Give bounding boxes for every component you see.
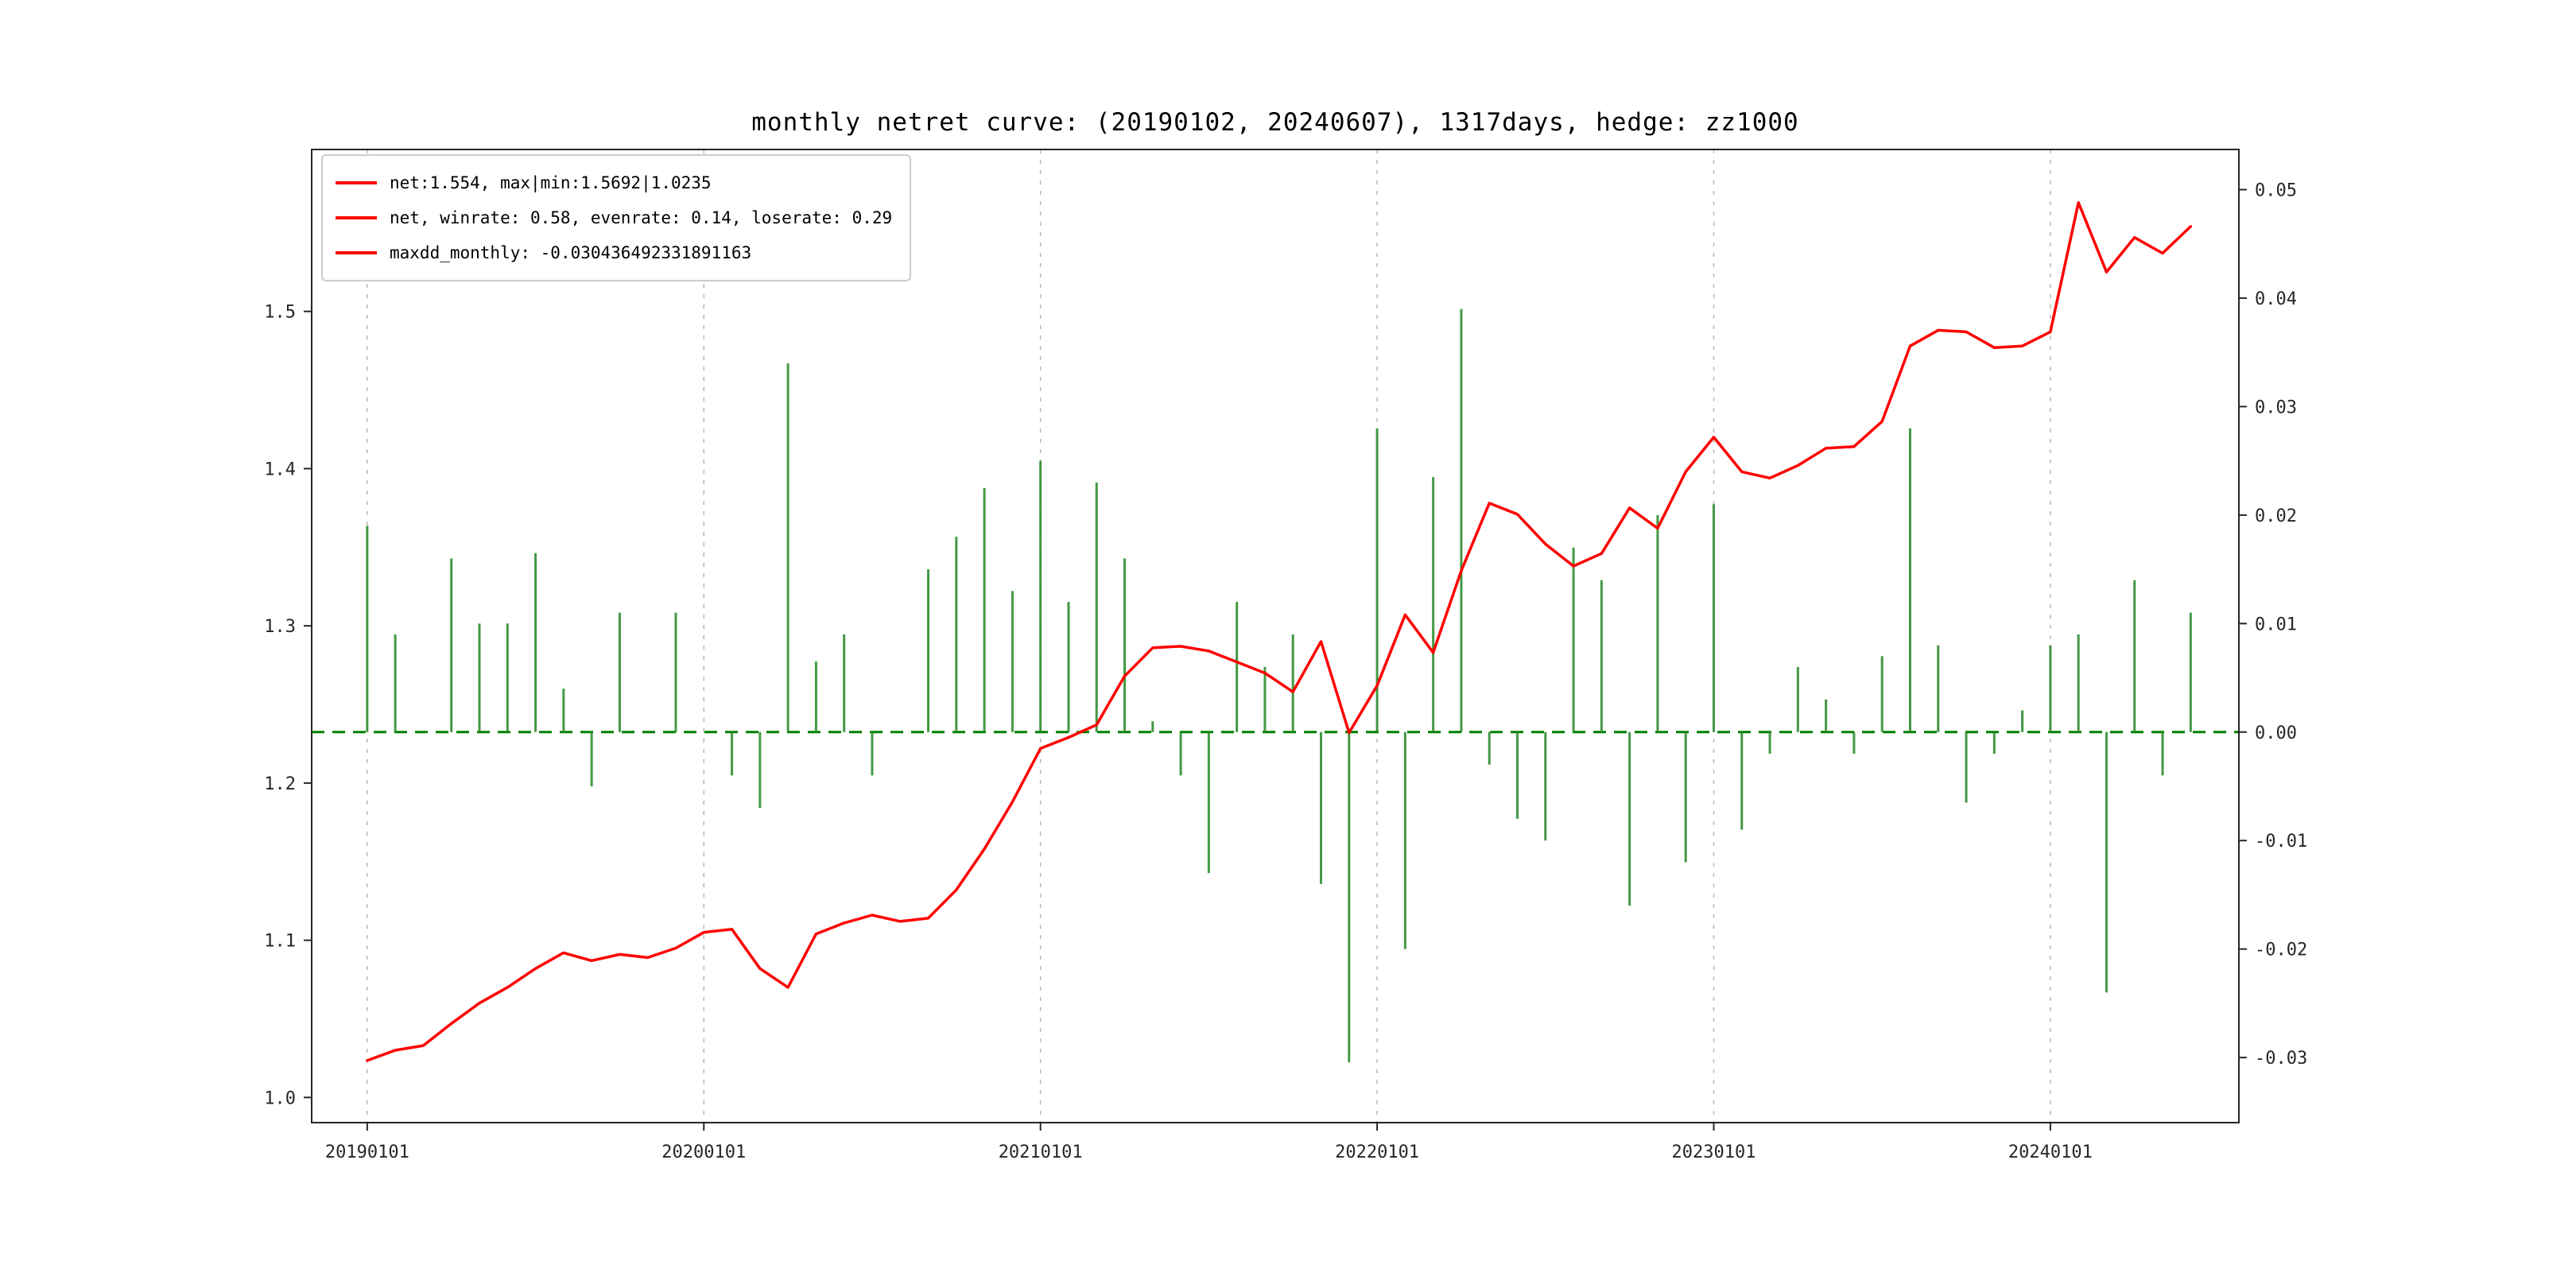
right-tick-label: 0.02: [2255, 506, 2297, 526]
x-tick-label: 20210101: [999, 1143, 1083, 1162]
right-tick-labels: -0.03 -0.02 -0.01 0.00 0.01 0.02 0.03 0.04 0.05: [2239, 180, 2307, 1069]
x-tick-label: 20220101: [1335, 1143, 1419, 1162]
left-tick-label: 1.1: [264, 932, 296, 952]
right-tick-label: -0.03: [2255, 1049, 2307, 1069]
x-tick-label: 20200101: [661, 1143, 746, 1162]
left-tick-label: 1.0: [264, 1088, 296, 1108]
legend-label-winrate: net, winrate: 0.58, evenrate: 0.14, lose…: [390, 208, 893, 227]
right-tick-label: 0.04: [2255, 289, 2297, 309]
net-line-swatch: [336, 181, 377, 184]
winrate-line-swatch: [336, 216, 377, 219]
left-tick-label: 1.2: [264, 774, 296, 794]
net-line: [366, 201, 2193, 1062]
legend: net:1.554, max|min:1.5692|1.0235 net, wi…: [321, 154, 912, 281]
left-tick-label: 1.4: [264, 460, 296, 479]
x-tick-label: 20230101: [1672, 1143, 1756, 1162]
x-tick-label: 20190101: [325, 1143, 409, 1162]
legend-item-winrate: net, winrate: 0.58, evenrate: 0.14, lose…: [336, 200, 892, 235]
x-tick-labels: 20190101 20200101 20210101 20220101 20230101…: [325, 1123, 2093, 1162]
legend-item-maxdd: maxdd_monthly: -0.030436492331891163: [336, 235, 892, 270]
legend-item-net: net:1.554, max|min:1.5692|1.0235: [336, 165, 892, 200]
maxdd-line-swatch: [336, 251, 377, 254]
return-bars: [366, 308, 2192, 1063]
legend-label-net: net:1.554, max|min:1.5692|1.0235: [390, 173, 712, 192]
left-tick-label: 1.5: [264, 303, 296, 323]
right-tick-label: 0.03: [2255, 398, 2297, 417]
chart-title: monthly netret curve: (20190102, 2024060…: [751, 108, 1799, 137]
x-tick-label: 20240101: [2008, 1143, 2093, 1162]
right-tick-label: 0.05: [2255, 180, 2297, 200]
right-tick-label: -0.02: [2255, 941, 2307, 960]
left-tick-labels: 1.0 1.1 1.2 1.3 1.4 1.5: [264, 303, 312, 1108]
right-tick-label: -0.01: [2255, 832, 2307, 852]
right-tick-label: 0.00: [2255, 724, 2297, 743]
axes-spines: [311, 149, 2240, 1123]
legend-label-maxdd: maxdd_monthly: -0.030436492331891163: [390, 243, 752, 262]
left-tick-label: 1.3: [264, 617, 296, 637]
right-tick-label: 0.01: [2255, 615, 2297, 634]
